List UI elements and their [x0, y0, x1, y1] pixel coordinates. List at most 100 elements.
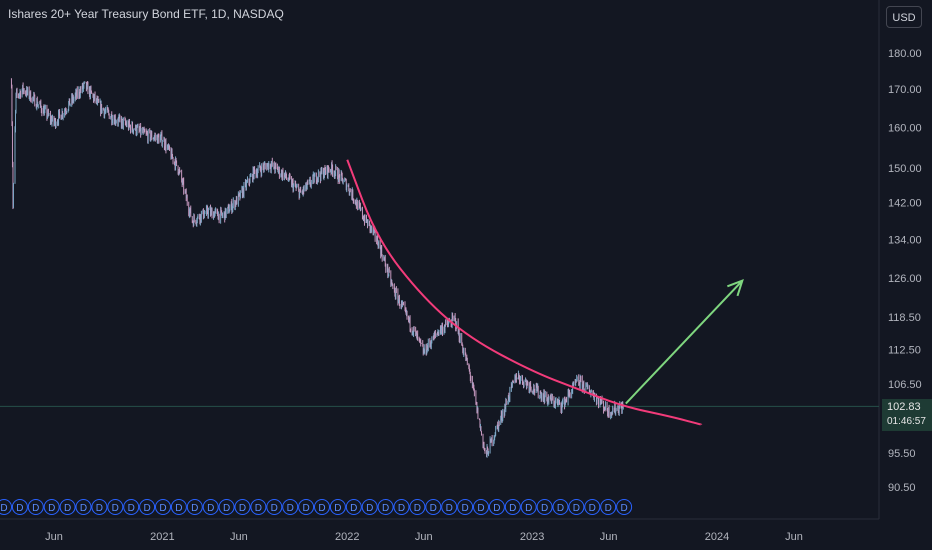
time-tick-label: 2021	[150, 531, 174, 543]
svg-text:D: D	[589, 503, 596, 514]
last-price-badge	[882, 399, 932, 431]
svg-text:D: D	[48, 503, 55, 514]
dividend-marker[interactable]: D	[393, 499, 410, 515]
dividend-marker[interactable]: D	[0, 499, 12, 515]
bar-countdown: 01:46:57	[887, 416, 926, 427]
time-axis: Jun 2021 Jun 2022 Jun 2023 Jun 2024 Jun	[45, 531, 803, 543]
price-candles	[10, 78, 624, 458]
price-tick-label: 90.50	[888, 482, 916, 494]
dividend-marker[interactable]: D	[155, 499, 171, 515]
dividend-marker[interactable]: D	[425, 499, 442, 515]
price-tick-label: 170.00	[888, 84, 922, 96]
price-tick-label: 112.50	[888, 345, 921, 357]
dividend-marker[interactable]: D	[250, 499, 267, 515]
svg-text:D: D	[414, 503, 421, 514]
dividend-marker[interactable]: D	[584, 499, 601, 515]
price-tick-label: 118.50	[888, 312, 921, 324]
price-tick-label: 180.00	[888, 48, 922, 60]
dividend-marker[interactable]: D	[329, 499, 346, 515]
dividend-marker[interactable]: D	[91, 499, 108, 515]
dividend-marker[interactable]: D	[11, 499, 28, 515]
dividend-marker[interactable]: D	[409, 499, 426, 515]
price-scale-divider	[0, 0, 880, 520]
svg-text:D: D	[16, 503, 23, 514]
svg-text:D: D	[477, 503, 484, 514]
price-axis: 180.00 170.00 160.00 150.00 142.00 134.00 126.…	[888, 48, 922, 494]
projection-arrow	[625, 279, 744, 405]
dividend-marker[interactable]: D	[616, 499, 633, 515]
time-tick-label: 2024	[705, 531, 729, 543]
price-tick-label: 106.50	[888, 379, 922, 391]
dividend-marker[interactable]: D	[266, 499, 283, 515]
svg-text:D: D	[207, 503, 214, 514]
svg-text:D: D	[541, 503, 548, 514]
dividend-marker[interactable]: D	[441, 499, 458, 515]
dividend-marker[interactable]: D	[345, 499, 362, 515]
time-tick-label: Jun	[600, 531, 618, 543]
svg-text:D: D	[557, 503, 564, 514]
svg-text:D: D	[80, 503, 87, 514]
svg-text:D: D	[255, 503, 262, 514]
dividend-marker[interactable]: D	[282, 499, 299, 515]
svg-text:D: D	[509, 503, 516, 514]
svg-text:D: D	[32, 503, 39, 514]
dividend-marker[interactable]: D	[123, 499, 140, 515]
dividend-marker[interactable]: D	[75, 499, 92, 515]
svg-text:D: D	[302, 503, 309, 514]
dividend-marker[interactable]: D	[139, 499, 156, 515]
svg-text:D: D	[175, 503, 182, 514]
svg-text:D: D	[398, 503, 405, 514]
svg-text:D: D	[620, 503, 627, 514]
svg-text:D: D	[159, 503, 166, 514]
dividend-marker[interactable]: D	[59, 499, 76, 515]
dividend-marker[interactable]: D	[568, 499, 585, 515]
time-tick-label: Jun	[415, 531, 433, 543]
dividend-marker[interactable]: D	[202, 499, 219, 515]
dividend-marker[interactable]: D	[361, 499, 378, 515]
dividend-marker[interactable]: D	[520, 499, 537, 515]
svg-text:D: D	[525, 503, 532, 514]
dividend-marker[interactable]: D	[234, 499, 251, 515]
svg-text:D: D	[318, 503, 325, 514]
svg-text:D: D	[382, 503, 389, 514]
dividend-marker[interactable]: D	[43, 499, 60, 515]
svg-text:D: D	[64, 503, 71, 514]
svg-text:D: D	[143, 503, 150, 514]
last-price-value: 102.83	[887, 401, 921, 413]
svg-text:D: D	[271, 503, 278, 514]
dividend-marker[interactable]: D	[377, 499, 394, 515]
dividend-marker[interactable]: D	[473, 499, 489, 515]
dividend-marker[interactable]: D	[488, 499, 505, 515]
svg-text:D: D	[287, 503, 294, 514]
dividend-marker[interactable]: D	[314, 499, 330, 515]
svg-text:D: D	[493, 503, 500, 514]
svg-text:D: D	[223, 503, 230, 514]
svg-text:D: D	[96, 503, 103, 514]
svg-text:D: D	[446, 503, 453, 514]
dividend-marker[interactable]: D	[457, 499, 474, 515]
svg-text:D: D	[0, 503, 7, 514]
price-tick-label: 95.50	[888, 448, 916, 460]
svg-text:D: D	[128, 503, 135, 514]
dividend-marker[interactable]: D	[218, 499, 235, 515]
svg-text:D: D	[430, 503, 437, 514]
svg-text:D: D	[461, 503, 468, 514]
svg-text:D: D	[334, 503, 341, 514]
dividend-marker[interactable]: D	[536, 499, 553, 515]
dividend-marker[interactable]: D	[27, 499, 44, 515]
dividend-marker[interactable]: D	[552, 499, 569, 515]
svg-text:D: D	[605, 503, 612, 514]
dividend-marker[interactable]: D	[298, 499, 315, 515]
chart-title: Ishares 20+ Year Treasury Bond ETF, 1D, …	[8, 7, 284, 21]
dividend-marker[interactable]: D	[107, 499, 124, 515]
price-tick-label: 134.00	[888, 234, 922, 246]
dividend-marker[interactable]: D	[186, 499, 203, 515]
dividend-marker[interactable]: D	[600, 499, 617, 515]
dividend-marker[interactable]: D	[504, 499, 521, 515]
currency-selector-button[interactable]: USD	[886, 6, 922, 28]
svg-text:D: D	[573, 503, 580, 514]
price-tick-label: 126.00	[888, 273, 922, 285]
dividend-marker[interactable]: D	[170, 499, 187, 515]
